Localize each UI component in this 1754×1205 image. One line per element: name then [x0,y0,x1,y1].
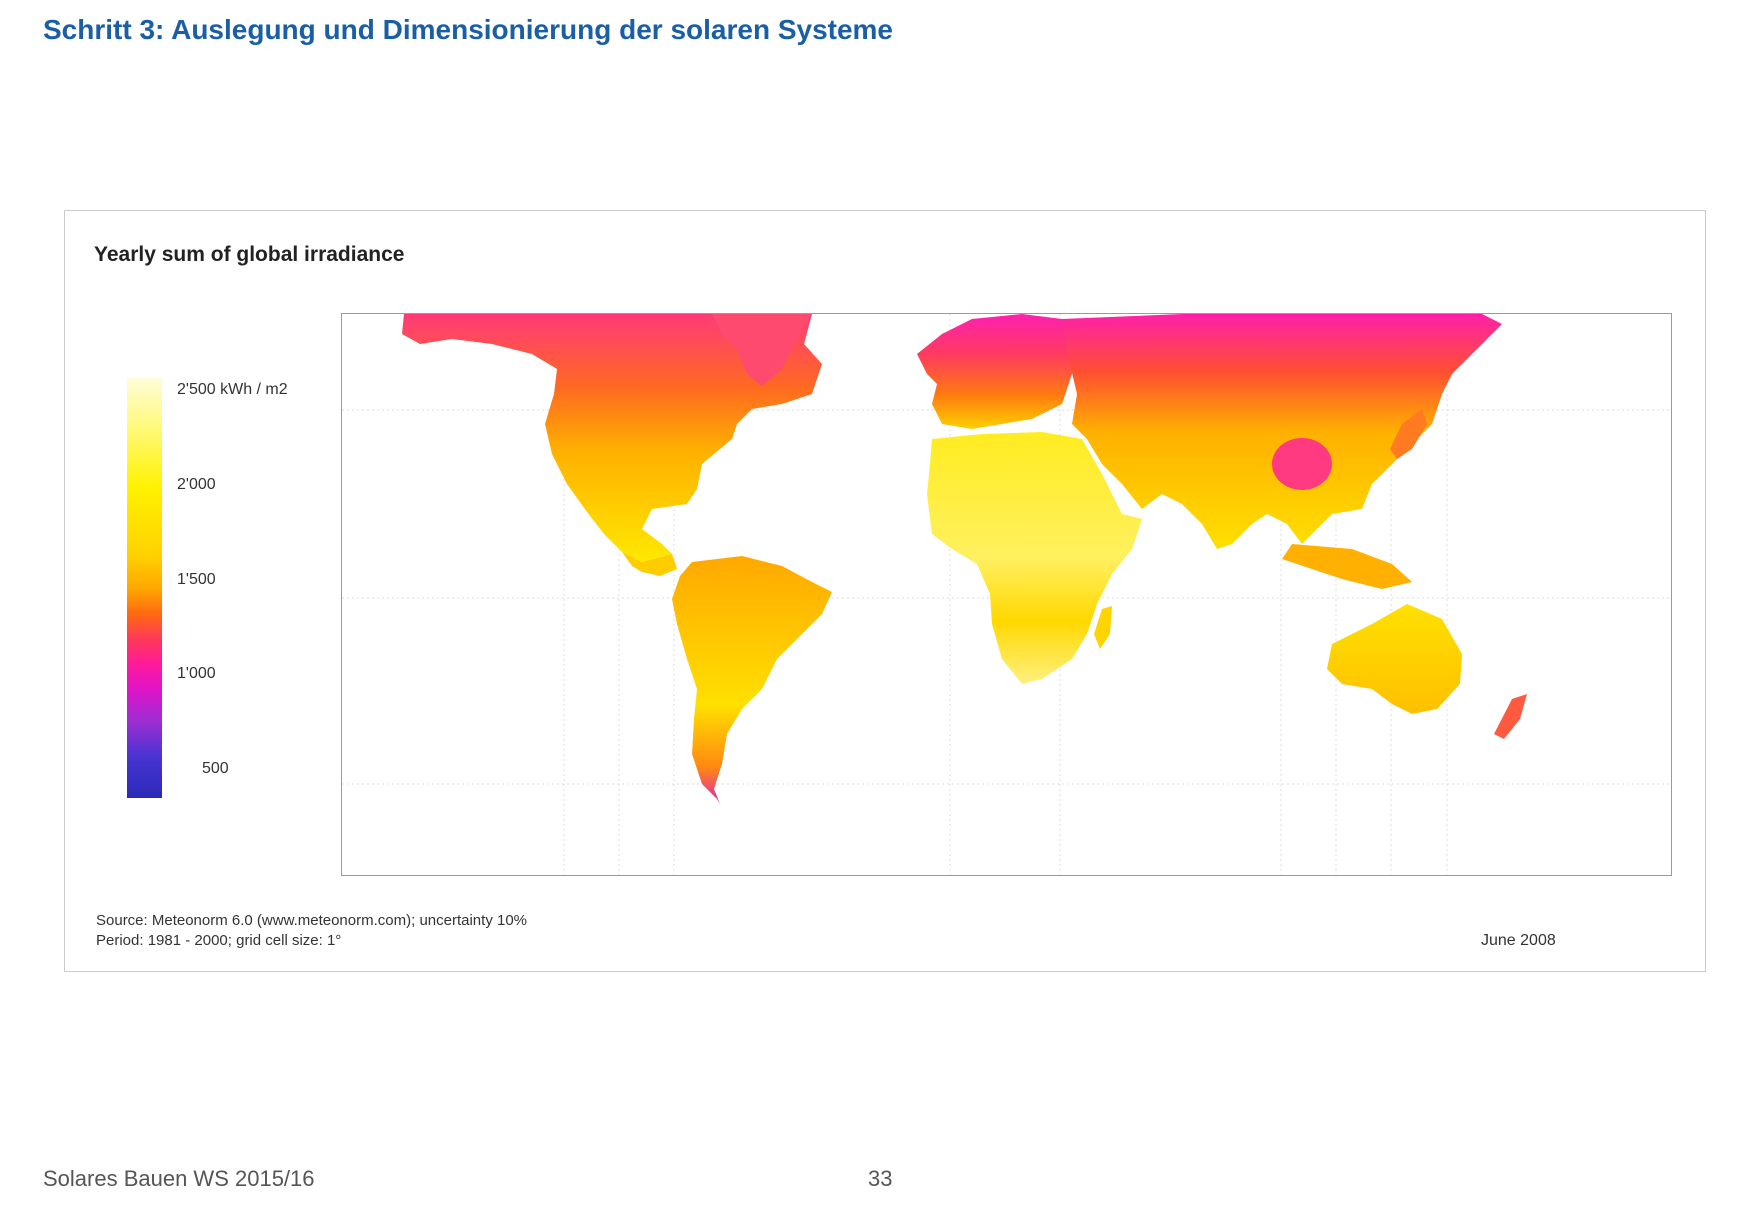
footer-course: Solares Bauen WS 2015/16 [43,1166,315,1191]
new-zealand-shape [1494,694,1527,739]
southeast-asia-islands-shape [1282,544,1412,589]
legend-label-500: 500 [202,760,229,777]
europe-shape [917,314,1082,429]
legend-color-bar [127,378,162,798]
world-map [341,313,1672,876]
north-america-shape [402,314,822,562]
greenland-shape [712,314,812,386]
legend-label-1500: 1'500 [177,571,216,588]
map-title: Yearly sum of global irradiance [94,243,405,266]
madagascar-shape [1094,606,1112,649]
map-source-note: Source: Meteonorm 6.0 (www.meteonorm.com… [96,912,528,929]
africa-shape [927,432,1142,684]
legend-label-2000: 2'000 [177,476,216,493]
legend-label-1000: 1'000 [177,665,216,682]
australia-shape [1327,604,1462,714]
map-date-note: June 2008 [1481,932,1556,949]
world-map-svg [342,314,1671,875]
east-china-high-cloud-zone [1272,438,1332,490]
legend-label-2500: 2'500 kWh / m2 [177,381,288,398]
map-period-note: Period: 1981 - 2000; grid cell size: 1° [96,932,342,949]
slide-title: Schritt 3: Auslegung und Dimensionierung… [43,14,894,45]
page-number: 33 [868,1166,893,1191]
south-america-shape [672,556,832,804]
japan-shape [1390,409,1427,459]
asia-shape [1062,314,1502,549]
central-america-shape [622,552,677,576]
